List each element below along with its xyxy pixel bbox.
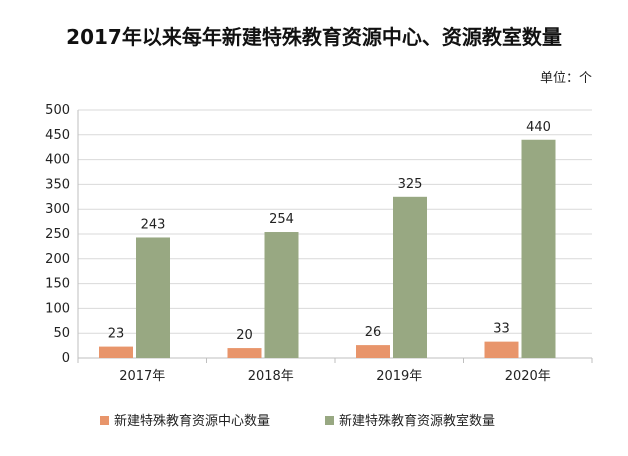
y-tick-label: 100 — [45, 301, 70, 316]
data-label: 440 — [526, 120, 551, 135]
x-tick-label: 2017年 — [119, 369, 165, 384]
y-tick-label: 250 — [45, 227, 70, 242]
y-tick-label: 500 — [45, 103, 70, 118]
legend-swatch — [325, 416, 334, 425]
data-label: 26 — [365, 325, 382, 340]
y-tick-label: 300 — [45, 202, 70, 217]
bar-series-2 — [136, 237, 170, 358]
bar-series-1 — [484, 341, 519, 358]
bar-series-1 — [356, 345, 390, 358]
bars — [99, 139, 556, 358]
data-labels: 23 243 20 254 26 325 33 440 — [108, 120, 551, 343]
x-tick-label: 2020年 — [505, 369, 551, 384]
y-tick-label: 150 — [45, 277, 70, 292]
data-label: 243 — [141, 217, 166, 232]
x-tick-label: 2018年 — [248, 369, 294, 384]
data-label: 23 — [108, 327, 125, 342]
bar-series-2 — [264, 232, 299, 358]
y-tick-label: 450 — [45, 128, 70, 143]
legend-swatch — [100, 416, 109, 425]
y-tick-label: 50 — [53, 326, 70, 341]
y-tick-label: 200 — [45, 252, 70, 267]
y-tick-label: 350 — [45, 177, 70, 192]
y-tick-label: 400 — [45, 153, 70, 168]
legend: 新建特殊教育资源中心数量 新建特殊教育资源教室数量 — [100, 413, 495, 429]
legend-label: 新建特殊教育资源中心数量 — [114, 413, 270, 429]
chart-title: 2017年以来每年新建特殊教育资源中心、资源教室数量 — [66, 25, 562, 49]
data-label: 20 — [236, 328, 253, 343]
bar-series-2 — [521, 139, 556, 358]
data-label: 33 — [493, 322, 510, 337]
data-label: 254 — [269, 212, 294, 227]
bar-series-1 — [99, 346, 133, 358]
x-tick-label: 2019年 — [376, 369, 422, 384]
bar-series-2 — [393, 196, 427, 358]
data-label: 325 — [398, 177, 423, 192]
legend-label: 新建特殊教育资源教室数量 — [339, 413, 495, 429]
y-tick-label: 0 — [62, 351, 70, 366]
unit-label: 单位：个 — [540, 71, 592, 86]
bar-series-1 — [227, 348, 262, 358]
